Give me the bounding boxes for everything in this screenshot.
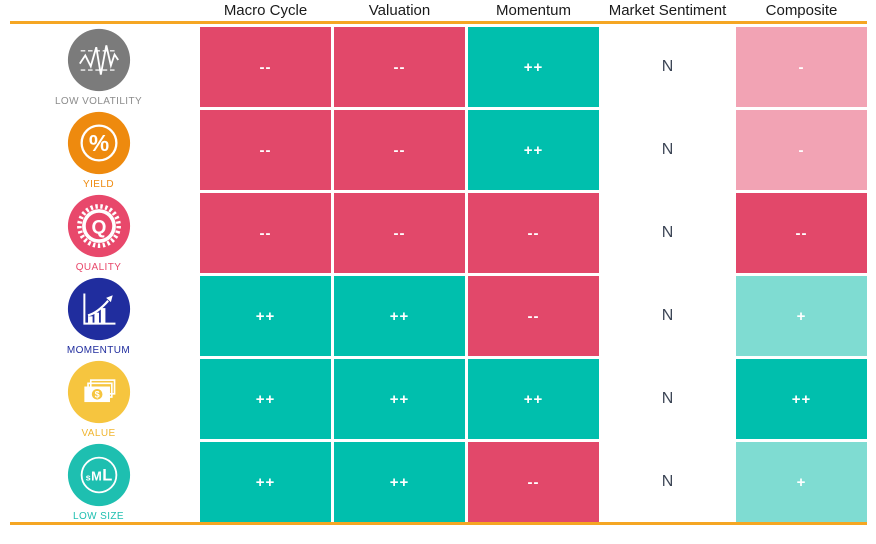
svg-text:%: % xyxy=(88,130,108,156)
cell-momentum-market-sentiment: N xyxy=(661,307,674,324)
svg-text:$: $ xyxy=(94,389,99,399)
heatmap-grid: LOW VOLATILITY -- -- ++ N - % YIELD -- -… xyxy=(0,27,867,522)
factor-quality: Q QUALITY xyxy=(0,193,197,273)
factor-yield: % YIELD xyxy=(0,110,197,190)
header-spacer xyxy=(0,0,197,21)
cell-quality-macro-cycle: -- xyxy=(200,193,331,273)
cell-low-volatility-momentum: ++ xyxy=(468,27,599,107)
cell-low-size-momentum: -- xyxy=(468,442,599,522)
cell-quality-valuation: -- xyxy=(334,193,465,273)
factor-label-quality: QUALITY xyxy=(75,261,122,273)
cell-yield-valuation: -- xyxy=(334,110,465,190)
column-header-composite: Composite xyxy=(765,2,838,19)
cell-momentum-valuation: ++ xyxy=(334,276,465,356)
cell-momentum-momentum: -- xyxy=(468,276,599,356)
cell-quality-momentum: -- xyxy=(468,193,599,273)
factor-momentum: MOMENTUM xyxy=(0,276,197,356)
column-header-valuation: Valuation xyxy=(368,2,431,19)
cell-low-volatility-composite: - xyxy=(736,27,867,107)
factor-low-volatility: LOW VOLATILITY xyxy=(0,27,197,107)
cell-low-volatility-market-sentiment: N xyxy=(661,58,674,75)
cell-low-size-macro-cycle: ++ xyxy=(200,442,331,522)
low-size-icon: sML xyxy=(67,443,130,506)
cell-momentum-composite: + xyxy=(736,276,867,356)
low-volatility-icon xyxy=(67,28,130,91)
cell-quality-composite: -- xyxy=(736,193,867,273)
cell-yield-momentum: ++ xyxy=(468,110,599,190)
factor-label-low-volatility: LOW VOLATILITY xyxy=(54,95,143,107)
column-header-market-sentiment: Market Sentiment xyxy=(608,2,727,19)
column-header-macro-cycle: Macro Cycle xyxy=(223,2,308,19)
yield-icon: % xyxy=(67,111,130,174)
svg-text:Q: Q xyxy=(91,217,106,238)
quality-icon: Q xyxy=(67,194,130,257)
column-headers: Macro Cycle Valuation Momentum Market Se… xyxy=(0,0,867,21)
factor-label-value: VALUE xyxy=(81,427,116,439)
cell-low-size-market-sentiment: N xyxy=(661,473,674,490)
cell-low-size-composite: + xyxy=(736,442,867,522)
momentum-icon xyxy=(67,277,130,340)
cell-low-volatility-valuation: -- xyxy=(334,27,465,107)
cell-momentum-macro-cycle: ++ xyxy=(200,276,331,356)
cell-yield-macro-cycle: -- xyxy=(200,110,331,190)
bottom-divider-rule xyxy=(10,522,867,525)
cell-value-market-sentiment: N xyxy=(661,390,674,407)
factor-low-size: sML LOW SIZE xyxy=(0,442,197,522)
cell-low-volatility-macro-cycle: -- xyxy=(200,27,331,107)
value-icon: $ xyxy=(67,360,130,423)
cell-value-macro-cycle: ++ xyxy=(200,359,331,439)
column-header-momentum: Momentum xyxy=(495,2,572,19)
cell-value-composite: ++ xyxy=(736,359,867,439)
cell-value-momentum: ++ xyxy=(468,359,599,439)
factor-label-low-size: LOW SIZE xyxy=(73,510,124,522)
factor-value: $ VALUE xyxy=(0,359,197,439)
cell-quality-market-sentiment: N xyxy=(661,224,674,241)
top-divider-rule xyxy=(10,21,867,24)
cell-low-size-valuation: ++ xyxy=(334,442,465,522)
cell-yield-composite: - xyxy=(736,110,867,190)
factor-label-momentum: MOMENTUM xyxy=(66,344,131,356)
cell-value-valuation: ++ xyxy=(334,359,465,439)
svg-text:sML: sML xyxy=(85,466,112,484)
cell-yield-market-sentiment: N xyxy=(661,141,674,158)
factor-label-yield: YIELD xyxy=(83,178,114,190)
